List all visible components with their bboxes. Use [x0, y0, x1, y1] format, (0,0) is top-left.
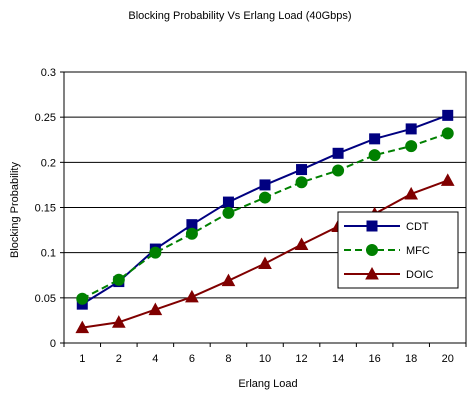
y-tick-label: 0.1: [41, 248, 56, 260]
legend-marker-mfc: [366, 244, 378, 256]
legend-marker-doic: [365, 266, 379, 280]
data-point-mfc: [332, 164, 345, 177]
x-tick-label: 6: [189, 353, 195, 365]
data-point-doic: [111, 315, 126, 328]
data-point-mfc: [149, 246, 162, 259]
y-tick-label: 0.3: [41, 67, 56, 79]
data-point-mfc: [112, 273, 125, 286]
x-tick-label: 16: [369, 353, 381, 365]
data-point-doic: [148, 302, 163, 316]
legend-label-doic: DOIC: [406, 269, 434, 281]
data-point-doic: [294, 237, 309, 251]
data-point-doic: [75, 320, 90, 334]
data-point-mfc: [405, 140, 418, 153]
data-point-mfc: [295, 176, 308, 189]
y-tick-label: 0: [50, 338, 56, 350]
y-tick-label: 0.15: [35, 203, 56, 215]
x-tick-label: 18: [405, 353, 417, 365]
x-axis-label: Erlang Load: [238, 378, 297, 390]
y-tick-label: 0.2: [41, 157, 56, 169]
data-point-cdt: [442, 109, 454, 121]
data-point-cdt: [222, 196, 234, 208]
data-point-doic: [258, 256, 272, 270]
data-point-cdt: [259, 179, 271, 191]
data-point-doic: [185, 289, 199, 303]
x-tick-label: 20: [442, 353, 454, 365]
x-tick-label: 12: [295, 353, 307, 365]
y-tick-label: 0.25: [35, 112, 56, 124]
x-tick-label: 10: [259, 353, 271, 365]
data-point-mfc: [185, 227, 198, 240]
data-point-mfc: [368, 149, 381, 162]
x-tick-label: 2: [116, 353, 122, 365]
data-point-doic: [221, 273, 236, 287]
data-point-doic: [404, 186, 419, 200]
data-point-doic: [440, 173, 455, 186]
data-point-cdt: [405, 123, 417, 135]
y-axis-label: Blocking Probability: [9, 162, 21, 258]
legend-label-cdt: CDT: [406, 221, 429, 233]
x-tick-label: 1: [79, 353, 85, 365]
data-point-mfc: [76, 292, 89, 305]
legend-label-mfc: MFC: [406, 245, 430, 257]
y-tick-label: 0.05: [35, 293, 56, 305]
data-point-cdt: [369, 133, 381, 145]
legend-marker-cdt: [366, 220, 378, 232]
legend: CDT MFC DOIC: [337, 211, 459, 289]
data-point-cdt: [296, 164, 308, 176]
x-tick-label: 8: [225, 353, 231, 365]
x-tick-label: 4: [152, 353, 158, 365]
data-point-mfc: [441, 127, 454, 140]
data-point-mfc: [259, 191, 271, 204]
data-point-mfc: [222, 206, 235, 219]
data-point-cdt: [332, 147, 344, 159]
x-tick-label: 14: [332, 353, 344, 365]
plot-area: 00.050.10.150.20.250.31 2 4 6 8 10 12 14 16 18 20: [35, 67, 467, 365]
chart-title: Blocking Probability Vs Erlang Load (40G…: [128, 10, 351, 22]
